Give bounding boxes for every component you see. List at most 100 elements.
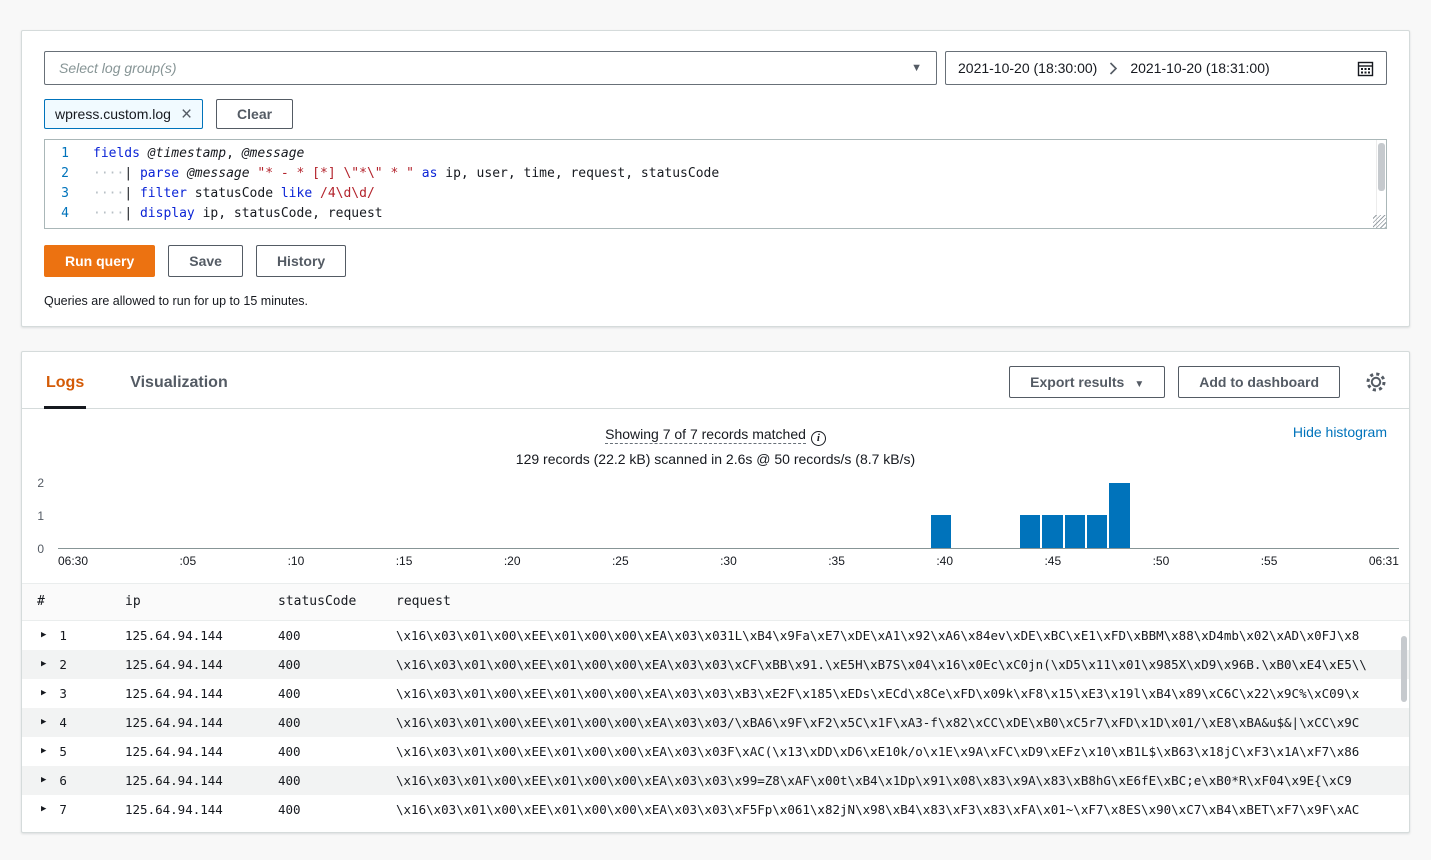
cell-status-code: 400 [278, 656, 301, 672]
x-axis-label: :50 [1152, 553, 1170, 568]
histogram: 0 1 2 06:30:05:10:15:20:25:30:35:40:45:50:… [22, 476, 1399, 568]
results-summary: Showing 7 of 7 records matched i 129 reco… [22, 409, 1409, 467]
x-axis-label: :15 [395, 553, 413, 568]
chevron-right-icon [1110, 61, 1118, 75]
table-row: ▶ 2 125.64.94.144 400 \x16\x03\x01\x00\xEE\x… [22, 649, 1409, 679]
editor-resize-handle[interactable] [1373, 215, 1386, 228]
cell-index: ▶ 7 [37, 802, 125, 817]
date-start: 2021-10-20 (18:30:00) [958, 60, 1098, 76]
date-range-picker[interactable]: 2021-10-20 (18:30:00) 2021-10-20 (18:31:… [945, 51, 1387, 85]
row-number: 2 [59, 656, 67, 672]
calendar-icon[interactable] [1357, 60, 1374, 77]
row-number: 1 [59, 627, 67, 643]
y-axis-label: 2 [37, 475, 44, 490]
chevron-down-icon: ▼ [1134, 379, 1145, 390]
editor-line-number: 1 [61, 146, 69, 161]
cell-ip: 125.64.94.144 [125, 772, 223, 788]
column-header-ip: ip [125, 594, 141, 609]
table-row: ▶ 3 125.64.94.144 400 \x16\x03\x01\x00\xEE\x… [22, 679, 1409, 708]
table-scrollbar-thumb[interactable] [1401, 636, 1407, 702]
table-row: ▶ 4 125.64.94.144 400 \x16\x03\x01\x00\xEE\x… [22, 707, 1409, 737]
query-editor-gutter: 1 2 3 4 [45, 144, 85, 224]
info-icon[interactable]: i [810, 430, 826, 446]
histogram-bar [1019, 515, 1042, 548]
selected-log-groups-row: wpress.custom.log × Clear [44, 99, 1387, 129]
table-row: ▶ 1 125.64.94.144 400 \x16\x03\x01\x00\xEE\x… [22, 621, 1409, 650]
cell-status-code: 400 [278, 714, 301, 730]
table-row: ▶ 7 125.64.94.144 400 \x16\x03\x01\x00\xEE\x… [22, 795, 1409, 824]
results-table: # ip statusCode request ▶ 1 125.64.94.144 4… [22, 582, 1409, 824]
row-number: 5 [59, 743, 67, 759]
expand-row-icon[interactable]: ▶ [41, 717, 47, 727]
table-row: ▶ 6 125.64.94.144 400 \x16\x03\x01\x00\xEE\x… [22, 765, 1409, 795]
histogram-bar [1063, 515, 1087, 548]
settings-gear-icon[interactable] [1365, 371, 1387, 393]
y-axis-label: 0 [37, 541, 44, 556]
cell-status-code: 400 [278, 772, 301, 788]
export-results-button[interactable]: Export results ▼ [1009, 366, 1166, 398]
cell-index: ▶ 1 [37, 628, 125, 643]
x-axis-label: :10 [287, 553, 305, 568]
editor-code-line: ····| display ip, statusCode, request [93, 206, 383, 221]
x-axis-label: :30 [720, 553, 737, 568]
query-editor-lines[interactable]: fields @timestamp, @message ····| parse @… [85, 144, 1372, 224]
tab-visualization[interactable]: Visualization [128, 366, 230, 408]
query-editor[interactable]: 1 2 3 4 fields @timestamp, @message ····| pa… [44, 139, 1387, 229]
date-end: 2021-10-20 (18:31:00) [1130, 60, 1270, 76]
expand-row-icon[interactable]: ▶ [41, 746, 47, 756]
add-to-dashboard-button[interactable]: Add to dashboard [1178, 366, 1340, 398]
cell-request: \x16\x03\x01\x00\xEE\x01\x00\x00\xEA\x03… [396, 656, 1367, 672]
selected-log-group-label: wpress.custom.log [55, 106, 171, 122]
editor-scrollbar[interactable] [1376, 140, 1386, 228]
x-axis-label: :35 [828, 553, 845, 568]
expand-row-icon[interactable]: ▶ [41, 630, 47, 640]
cell-request: \x16\x03\x01\x00\xEE\x01\x00\x00\xEA\x03… [396, 685, 1360, 701]
cell-request: \x16\x03\x01\x00\xEE\x01\x00\x00\xEA\x03… [396, 714, 1360, 730]
tab-visualization-label: Visualization [130, 374, 228, 391]
tab-logs[interactable]: Logs [44, 366, 87, 409]
records-matched-text: Showing 7 of 7 records matched [605, 426, 806, 444]
cell-ip: 125.64.94.144 [125, 656, 223, 672]
histogram-plot [58, 482, 1399, 549]
cell-index: ▶ 4 [37, 715, 125, 730]
expand-row-icon[interactable]: ▶ [41, 688, 47, 698]
cell-index: ▶ 5 [37, 744, 125, 759]
histogram-bar [1041, 515, 1064, 548]
y-axis-label: 1 [37, 508, 44, 523]
log-group-select[interactable]: Select log group(s) ▼ [44, 51, 937, 85]
hide-histogram-link[interactable]: Hide histogram [1292, 424, 1387, 440]
results-tabs-row: Logs Visualization Export results ▼ Add t… [22, 352, 1409, 409]
scan-stats-text: 129 records (22.2 kB) scanned in 2.6s @ … [515, 450, 916, 467]
editor-code-line: ····| filter statusCode like /4\d\d/ [93, 186, 375, 201]
editor-scrollbar-thumb[interactable] [1378, 143, 1385, 191]
run-query-button[interactable]: Run query [44, 245, 156, 277]
x-axis-label: :25 [611, 553, 629, 568]
query-limit-note: Queries are allowed to run for up to 15 … [44, 294, 309, 308]
histogram-bar [1086, 515, 1109, 548]
log-group-placeholder: Select log group(s) [59, 60, 177, 76]
cell-ip: 125.64.94.144 [125, 801, 223, 817]
results-actions: Export results ▼ Add to dashboard [1009, 366, 1387, 398]
histogram-x-axis: 06:30:05:10:15:20:25:30:35:40:45:50:55 06… [58, 549, 1399, 568]
remove-log-group-icon[interactable]: × [180, 103, 193, 125]
x-axis-label: :45 [1044, 553, 1062, 568]
cell-request: \x16\x03\x01\x00\xEE\x01\x00\x00\xEA\x03… [396, 801, 1360, 817]
clear-button[interactable]: Clear [216, 99, 294, 129]
cell-request: \x16\x03\x01\x00\xEE\x01\x00\x00\xEA\x03… [396, 627, 1360, 643]
cell-status-code: 400 [278, 685, 301, 701]
expand-row-icon[interactable]: ▶ [41, 804, 47, 814]
editor-line-number: 3 [61, 186, 69, 201]
expand-row-icon[interactable]: ▶ [41, 775, 47, 785]
cell-status-code: 400 [278, 743, 301, 759]
cell-request: \x16\x03\x01\x00\xEE\x01\x00\x00\xEA\x03… [396, 743, 1360, 759]
history-button[interactable]: History [255, 245, 347, 277]
expand-row-icon[interactable]: ▶ [41, 659, 47, 669]
cell-ip: 125.64.94.144 [125, 714, 223, 730]
histogram-bar [1108, 482, 1131, 548]
x-axis-label: :05 [179, 553, 197, 568]
column-header-request: request [396, 594, 451, 609]
records-matched-line: Showing 7 of 7 records matched i [44, 426, 1387, 446]
histogram-y-axis: 0 1 2 [22, 476, 54, 556]
save-button[interactable]: Save [168, 245, 243, 277]
cell-ip: 125.64.94.144 [125, 743, 223, 759]
